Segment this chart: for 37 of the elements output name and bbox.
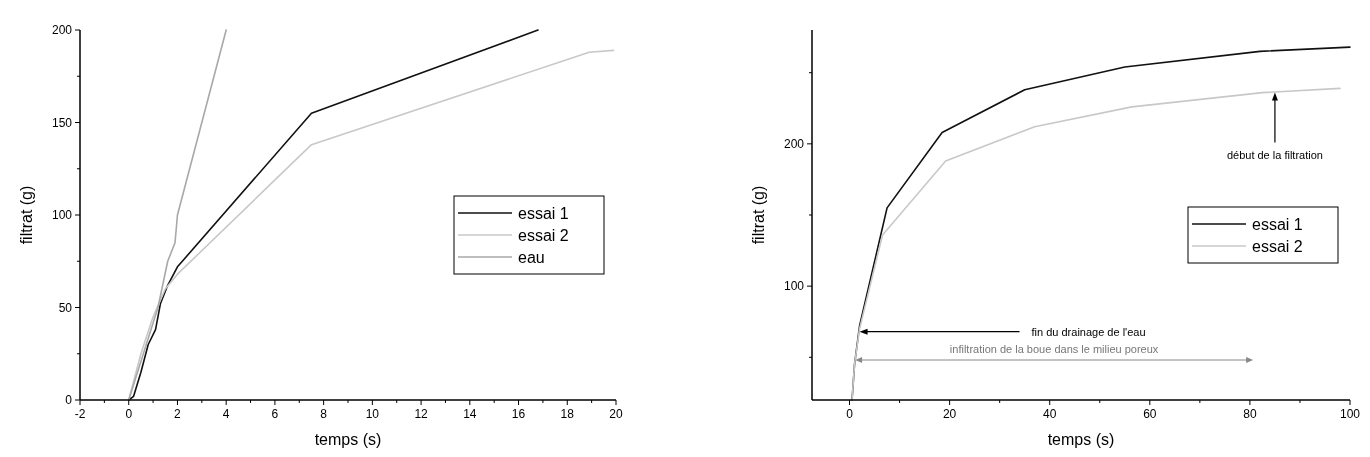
x-tick-label: 14 (463, 407, 477, 421)
x-tick-label: 20 (609, 407, 623, 421)
x-tick-label: 18 (560, 407, 575, 421)
legend-label: essai 2 (518, 227, 569, 244)
y-tick-label: 100 (51, 208, 73, 222)
y-tick-label: 0 (65, 393, 73, 407)
x-tick-label: -2 (74, 407, 86, 421)
y-tick-label: 200 (783, 136, 805, 151)
y-tick-label: 150 (51, 115, 73, 130)
legend-label: essai 1 (1252, 216, 1303, 233)
x-tick-label: 10 (365, 407, 380, 421)
annotation: fin du drainage de l'eau (1031, 325, 1146, 338)
x-tick-label: 4 (222, 407, 230, 421)
x-tick-label: 6 (271, 407, 279, 421)
x-tick-label: 16 (511, 407, 526, 421)
x-tick-label: 0 (846, 407, 854, 421)
x-tick-label: 100 (1339, 407, 1361, 421)
annotation: début de la filtration (1226, 148, 1323, 161)
legend-label: eau (518, 249, 545, 266)
annotation: infiltration de la boue dans le milieu poreux (949, 343, 1159, 355)
x-tick-label: 8 (320, 407, 328, 421)
y-tick-label: 200 (51, 23, 73, 37)
x-tick-label: 12 (414, 407, 429, 421)
legend-label: essai 2 (1252, 238, 1303, 255)
legend-label: essai 1 (518, 205, 569, 222)
y-tick-label: 50 (58, 300, 73, 315)
x-tick-label: 40 (1043, 407, 1057, 421)
x-tick-label: 20 (942, 407, 957, 421)
x-axis-title: temps (s) (314, 431, 382, 448)
x-tick-label: 60 (1143, 407, 1157, 421)
y-axis-title: filtrat (g) (18, 185, 35, 245)
x-tick-label: 0 (125, 407, 133, 421)
y-axis-title: filtrat (g) (750, 185, 767, 245)
x-tick-label: 2 (174, 407, 182, 421)
x-tick-label: 80 (1243, 407, 1257, 421)
x-axis-title: temps (s) (1047, 431, 1115, 448)
line-series (127, 29, 227, 401)
